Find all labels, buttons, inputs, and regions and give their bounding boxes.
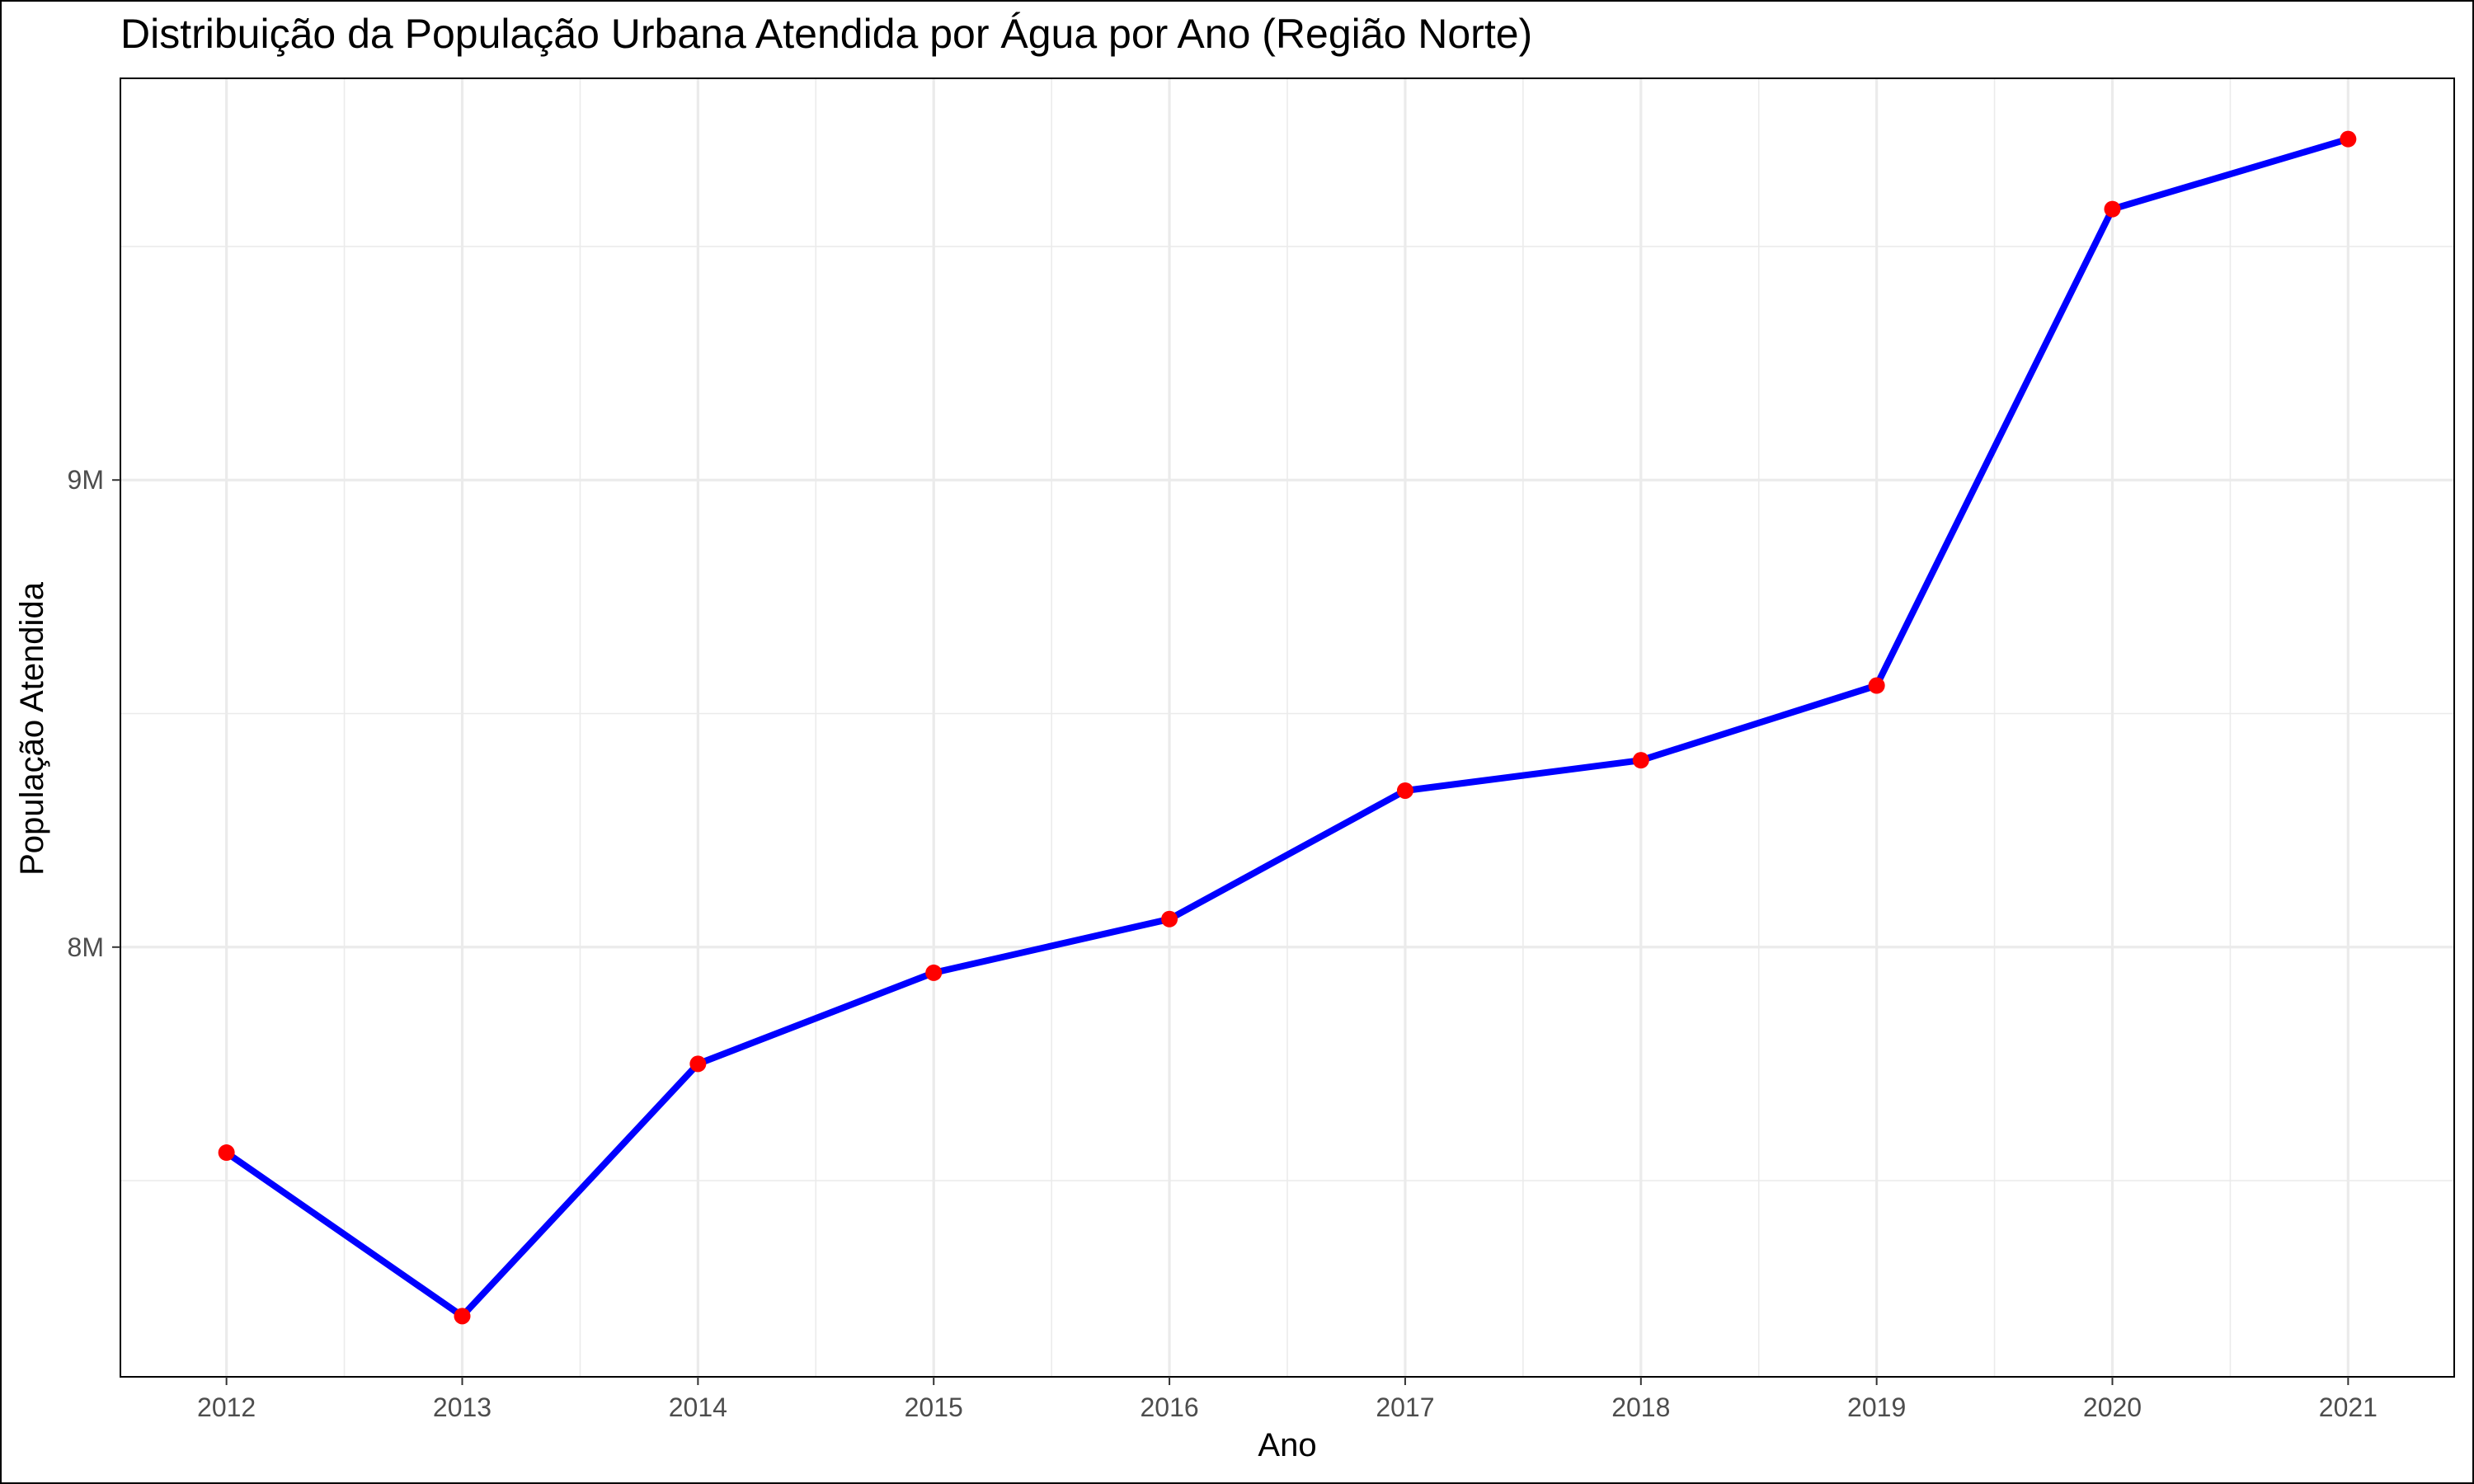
data-point-2014 — [689, 1055, 707, 1073]
y-axis-title: População Atendida — [14, 581, 50, 876]
data-point-2019 — [1868, 677, 1885, 694]
series-layer — [218, 130, 2357, 1325]
x-tick-label: 2020 — [2083, 1392, 2142, 1422]
x-tick-label: 2019 — [1847, 1392, 1906, 1422]
x-axis-title: Ano — [1258, 1427, 1316, 1463]
y-tick-label: 9M — [68, 465, 104, 495]
data-point-2021 — [2340, 130, 2357, 148]
data-point-2020 — [2104, 200, 2121, 218]
data-point-2012 — [218, 1144, 235, 1162]
x-tick-label: 2012 — [197, 1392, 256, 1422]
x-tick-label: 2021 — [2319, 1392, 2378, 1422]
plot-panel-border — [120, 77, 2455, 1378]
grid-lines — [120, 78, 2454, 1377]
y-tick-label: 8M — [68, 932, 104, 962]
axes: 2012 2013 2014 2015 2016 2017 2018 2019 2020 2021… — [68, 77, 2455, 1422]
chart-title: Distribuição da População Urbana Atendid… — [120, 11, 1532, 57]
x-tick-label: 2013 — [433, 1392, 492, 1422]
data-point-2017 — [1396, 782, 1413, 799]
x-tick-label: 2014 — [669, 1392, 727, 1422]
data-point-2013 — [454, 1308, 471, 1325]
x-tick-label: 2016 — [1140, 1392, 1198, 1422]
x-tick-label: 2018 — [1611, 1392, 1670, 1422]
x-tick-label: 2017 — [1376, 1392, 1434, 1422]
data-point-2015 — [925, 964, 943, 981]
data-point-2016 — [1161, 910, 1178, 928]
data-point-2018 — [1632, 752, 1649, 769]
x-tick-label: 2015 — [905, 1392, 963, 1422]
series-line — [224, 135, 2349, 1320]
